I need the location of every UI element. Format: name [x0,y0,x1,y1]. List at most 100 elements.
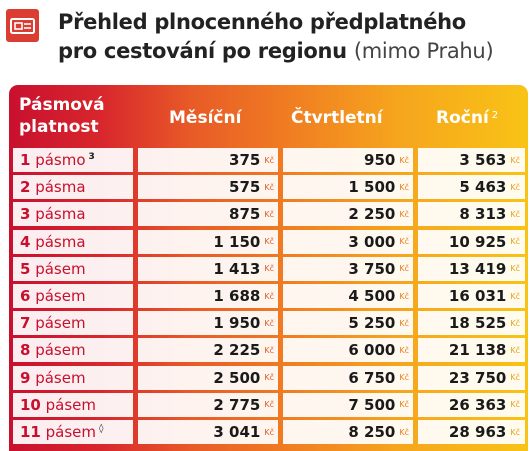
quarterly-price: 950 [364,151,396,169]
monthly-price-cell: 2 500 Kč [138,365,278,390]
currency-label: Kč [264,155,274,165]
zone-count: 5 [20,259,31,278]
zone-count: 4 [20,232,31,251]
annual-price-cell: 18 525 Kč [418,311,525,336]
quarterly-price: 2 250 [348,205,396,224]
header-zone-line1: Pásmová [19,95,105,115]
table-row: 5 pásem 1 413 Kč 3 750 Kč 13 419 Kč [9,256,528,281]
annual-price-cell: 21 138 Kč [418,338,525,363]
zone-count: 3 [20,205,31,224]
annual-price-cell: 28 963 Kč [418,420,525,444]
zone-cell: 10 pásem [13,392,133,417]
monthly-price-cell: 2 775 Kč [138,392,278,417]
currency-label: Kč [264,345,274,355]
quarterly-price: 1 500 [348,178,396,197]
zone-cell: 1 pásmo 3 [13,148,133,172]
quarterly-price-cell: 2 250 Kč [283,202,413,227]
currency-label: Kč [399,182,409,192]
monthly-price: 575 [229,178,261,197]
currency-label: Kč [510,400,520,410]
zone-word: pásma [35,205,86,224]
annual-price-cell: 26 363 Kč [418,392,525,417]
title-line-2: pro cestování po regionu (mimo Prahu) [58,37,528,66]
monthly-price: 2 500 [213,368,261,387]
table-row: 3 pásma 875 Kč 2 250 Kč 8 313 Kč [9,202,528,227]
annual-price: 5 463 [459,178,507,197]
annual-price-cell: 10 925 Kč [418,229,525,254]
currency-label: Kč [399,155,409,165]
zone-cell: 7 pásem [13,311,133,336]
zone-count: 2 [20,178,31,197]
annual-price-cell: 13 419 Kč [418,256,525,281]
quarterly-price: 4 500 [348,287,396,305]
title-line-1: Přehled plnocenného předplatného [58,10,466,34]
zone-count: 6 [20,287,31,305]
monthly-price-cell: 1 688 Kč [138,284,278,308]
ticket-card-icon [6,9,39,42]
zone-cell: 2 pásma [13,175,133,200]
quarterly-price-cell: 6 000 Kč [283,338,413,363]
zone-word: pásem [35,259,86,278]
zone-word: pásem [45,423,97,441]
currency-label: Kč [264,264,274,274]
currency-label: Kč [510,345,520,355]
monthly-price: 375 [229,151,261,169]
quarterly-price: 6 000 [348,341,396,360]
currency-label: Kč [264,182,274,192]
quarterly-price: 3 750 [348,259,396,278]
currency-label: Kč [399,427,409,437]
currency-label: Kč [264,400,274,410]
currency-label: Kč [510,373,520,383]
quarterly-price-cell: 3 000 Kč [283,229,413,254]
table-header: Pásmová platnost Měsíční Čtvrtletní Ročn… [9,85,528,147]
title-line-2-text: pro cestování po regionu [58,39,347,63]
annual-price: 21 138 [448,341,507,360]
quarterly-price-cell: 3 750 Kč [283,256,413,281]
currency-label: Kč [510,182,520,192]
monthly-price: 3 041 [213,423,261,441]
table-row: 10 pásem 2 775 Kč 7 500 Kč 26 363 Kč [9,392,528,417]
annual-price: 26 363 [448,395,507,414]
annual-price: 8 313 [459,205,507,224]
annual-price: 18 525 [448,314,507,333]
zone-word: pásem [45,395,97,414]
zone-count: 9 [20,368,31,387]
currency-label: Kč [399,345,409,355]
quarterly-price-cell: 4 500 Kč [283,284,413,308]
monthly-price-cell: 1 950 Kč [138,311,278,336]
zone-count: 11 [20,423,41,441]
annual-footnote: 2 [491,110,499,121]
currency-label: Kč [510,237,520,247]
zone-word: pásem [35,314,86,333]
currency-label: Kč [264,427,274,437]
currency-label: Kč [264,291,274,301]
monthly-price-cell: 1 413 Kč [138,256,278,281]
monthly-price-cell: 3 041 Kč [138,420,278,444]
currency-label: Kč [510,318,520,328]
table-row: 11 pásem ◊ 3 041 Kč 8 250 Kč 28 963 Kč [9,420,528,444]
table-row: 1 pásmo 3 375 Kč 950 Kč 3 563 Kč [9,148,528,172]
header-quarterly: Čtvrtletní [291,108,383,128]
quarterly-price-cell: 8 250 Kč [283,420,413,444]
quarterly-price-cell: 6 750 Kč [283,365,413,390]
monthly-price-cell: 1 150 Kč [138,229,278,254]
monthly-price: 2 225 [213,341,261,360]
zone-cell: 11 pásem ◊ [13,420,133,444]
quarterly-price-cell: 7 500 Kč [283,392,413,417]
quarterly-price: 7 500 [348,395,396,414]
currency-label: Kč [399,237,409,247]
currency-label: Kč [510,209,520,219]
annual-price-cell: 3 563 Kč [418,148,525,172]
monthly-price: 1 688 [213,287,261,305]
table-row: 9 pásem 2 500 Kč 6 750 Kč 23 750 Kč [9,365,528,390]
currency-label: Kč [399,264,409,274]
quarterly-price: 5 250 [348,314,396,333]
zone-word: pásem [35,287,86,305]
annual-price: 10 925 [448,232,507,251]
monthly-price-cell: 575 Kč [138,175,278,200]
annual-price: 16 031 [448,287,507,305]
zone-cell: 4 pásma [13,229,133,254]
zone-word: pásem [35,341,86,360]
table-row: 8 pásem 2 225 Kč 6 000 Kč 21 138 Kč [9,338,528,363]
annual-price: 3 563 [459,151,507,169]
